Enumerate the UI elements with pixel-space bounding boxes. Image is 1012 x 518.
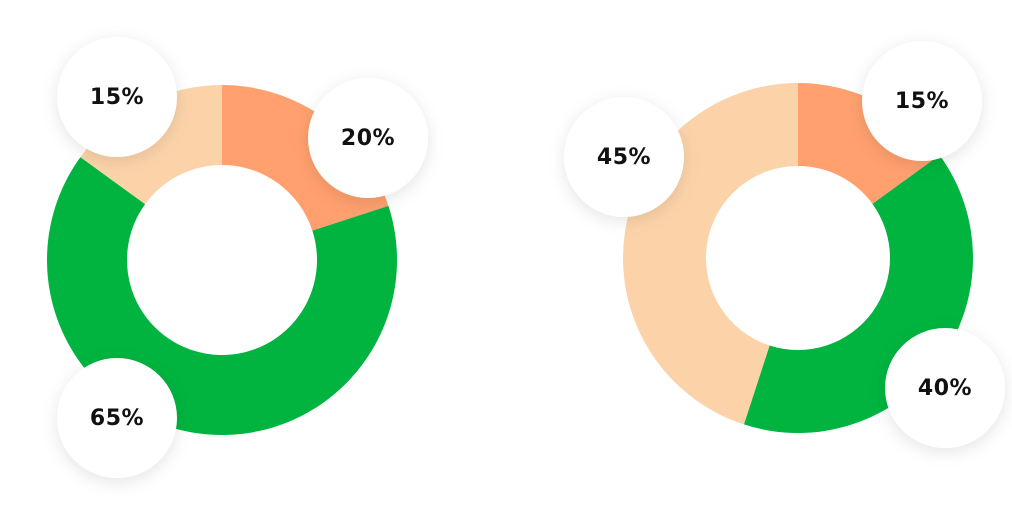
label-bubble bbox=[57, 37, 177, 157]
value-label: 40% bbox=[918, 376, 972, 401]
label-bubble bbox=[862, 41, 982, 161]
slice bbox=[222, 85, 389, 231]
label-bubble bbox=[57, 358, 177, 478]
value-label: 20% bbox=[341, 126, 395, 151]
value-label: 65% bbox=[90, 406, 144, 431]
label-bubble bbox=[885, 328, 1005, 448]
value-label: 45% bbox=[597, 145, 651, 170]
value-label: 15% bbox=[90, 85, 144, 110]
label-bubble bbox=[308, 78, 428, 198]
label-bubble bbox=[564, 97, 684, 217]
value-label: 15% bbox=[895, 89, 949, 114]
slice bbox=[798, 83, 940, 204]
